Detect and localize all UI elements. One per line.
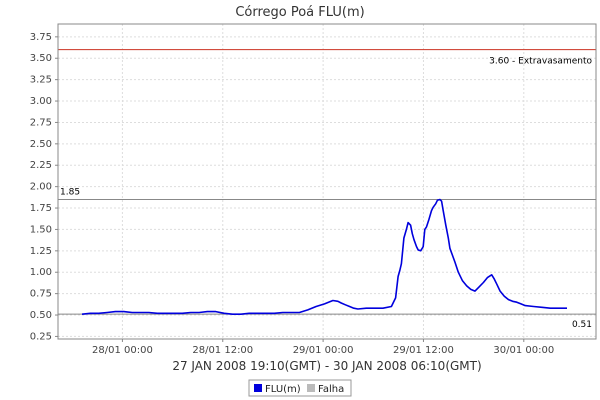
reference-lines: 3.60 - Extravasamento 1.85 0.51 <box>58 49 596 330</box>
y-axis: 3.75 3.50 3.25 3.00 2.75 2.50 2.25 2.00 1.75 1.50… <box>30 32 58 342</box>
x-tick-label: 30/01 00:00 <box>493 345 554 356</box>
y-tick-label: 3.75 <box>30 32 52 43</box>
reference-line-label: 3.60 - Extravasamento <box>489 57 592 67</box>
y-tick-label: 2.75 <box>30 117 52 128</box>
grid <box>58 24 596 339</box>
y-tick-label: 0.75 <box>30 289 52 300</box>
y-tick-label: 3.00 <box>30 96 52 107</box>
legend-swatch <box>307 384 315 392</box>
legend-label: Falha <box>318 384 344 395</box>
legend-swatch <box>254 384 262 392</box>
y-tick-label: 2.50 <box>30 139 52 150</box>
y-tick-label: 1.00 <box>30 267 52 278</box>
series-line-flu <box>81 198 567 316</box>
x-tick-label: 28/01 12:00 <box>192 345 253 356</box>
series-group <box>81 198 567 316</box>
y-tick-label: 1.75 <box>30 203 52 214</box>
y-tick-label: 3.50 <box>30 53 52 64</box>
x-axis-label: 27 JAN 2008 19:10(GMT) - 30 JAN 2008 06:… <box>172 359 481 373</box>
reference-line-label: 1.85 <box>60 187 80 197</box>
plot-frame <box>57 23 597 340</box>
y-tick-label: 2.00 <box>30 182 52 193</box>
y-tick-label: 0.50 <box>30 310 52 321</box>
legend-frame <box>248 379 352 397</box>
x-tick-label: 29/01 12:00 <box>393 345 454 356</box>
y-tick-label: 3.25 <box>30 75 52 86</box>
y-tick-label: 1.50 <box>30 224 52 235</box>
legend[interactable]: FLU(m) Falha <box>248 379 352 397</box>
legend-label: FLU(m) <box>265 384 301 395</box>
x-tick-label: 28/01 00:00 <box>92 345 153 356</box>
y-tick-label: 2.25 <box>30 160 52 171</box>
chart-title: Córrego Poá FLU(m) <box>235 5 364 20</box>
x-tick-label: 29/01 00:00 <box>293 345 354 356</box>
y-tick-label: 1.25 <box>30 246 52 257</box>
reference-line-label: 0.51 <box>572 320 592 330</box>
y-tick-label: 0.25 <box>30 331 52 342</box>
x-axis: 28/01 00:00 28/01 12:00 29/01 00:00 29/01 1… <box>92 339 554 356</box>
